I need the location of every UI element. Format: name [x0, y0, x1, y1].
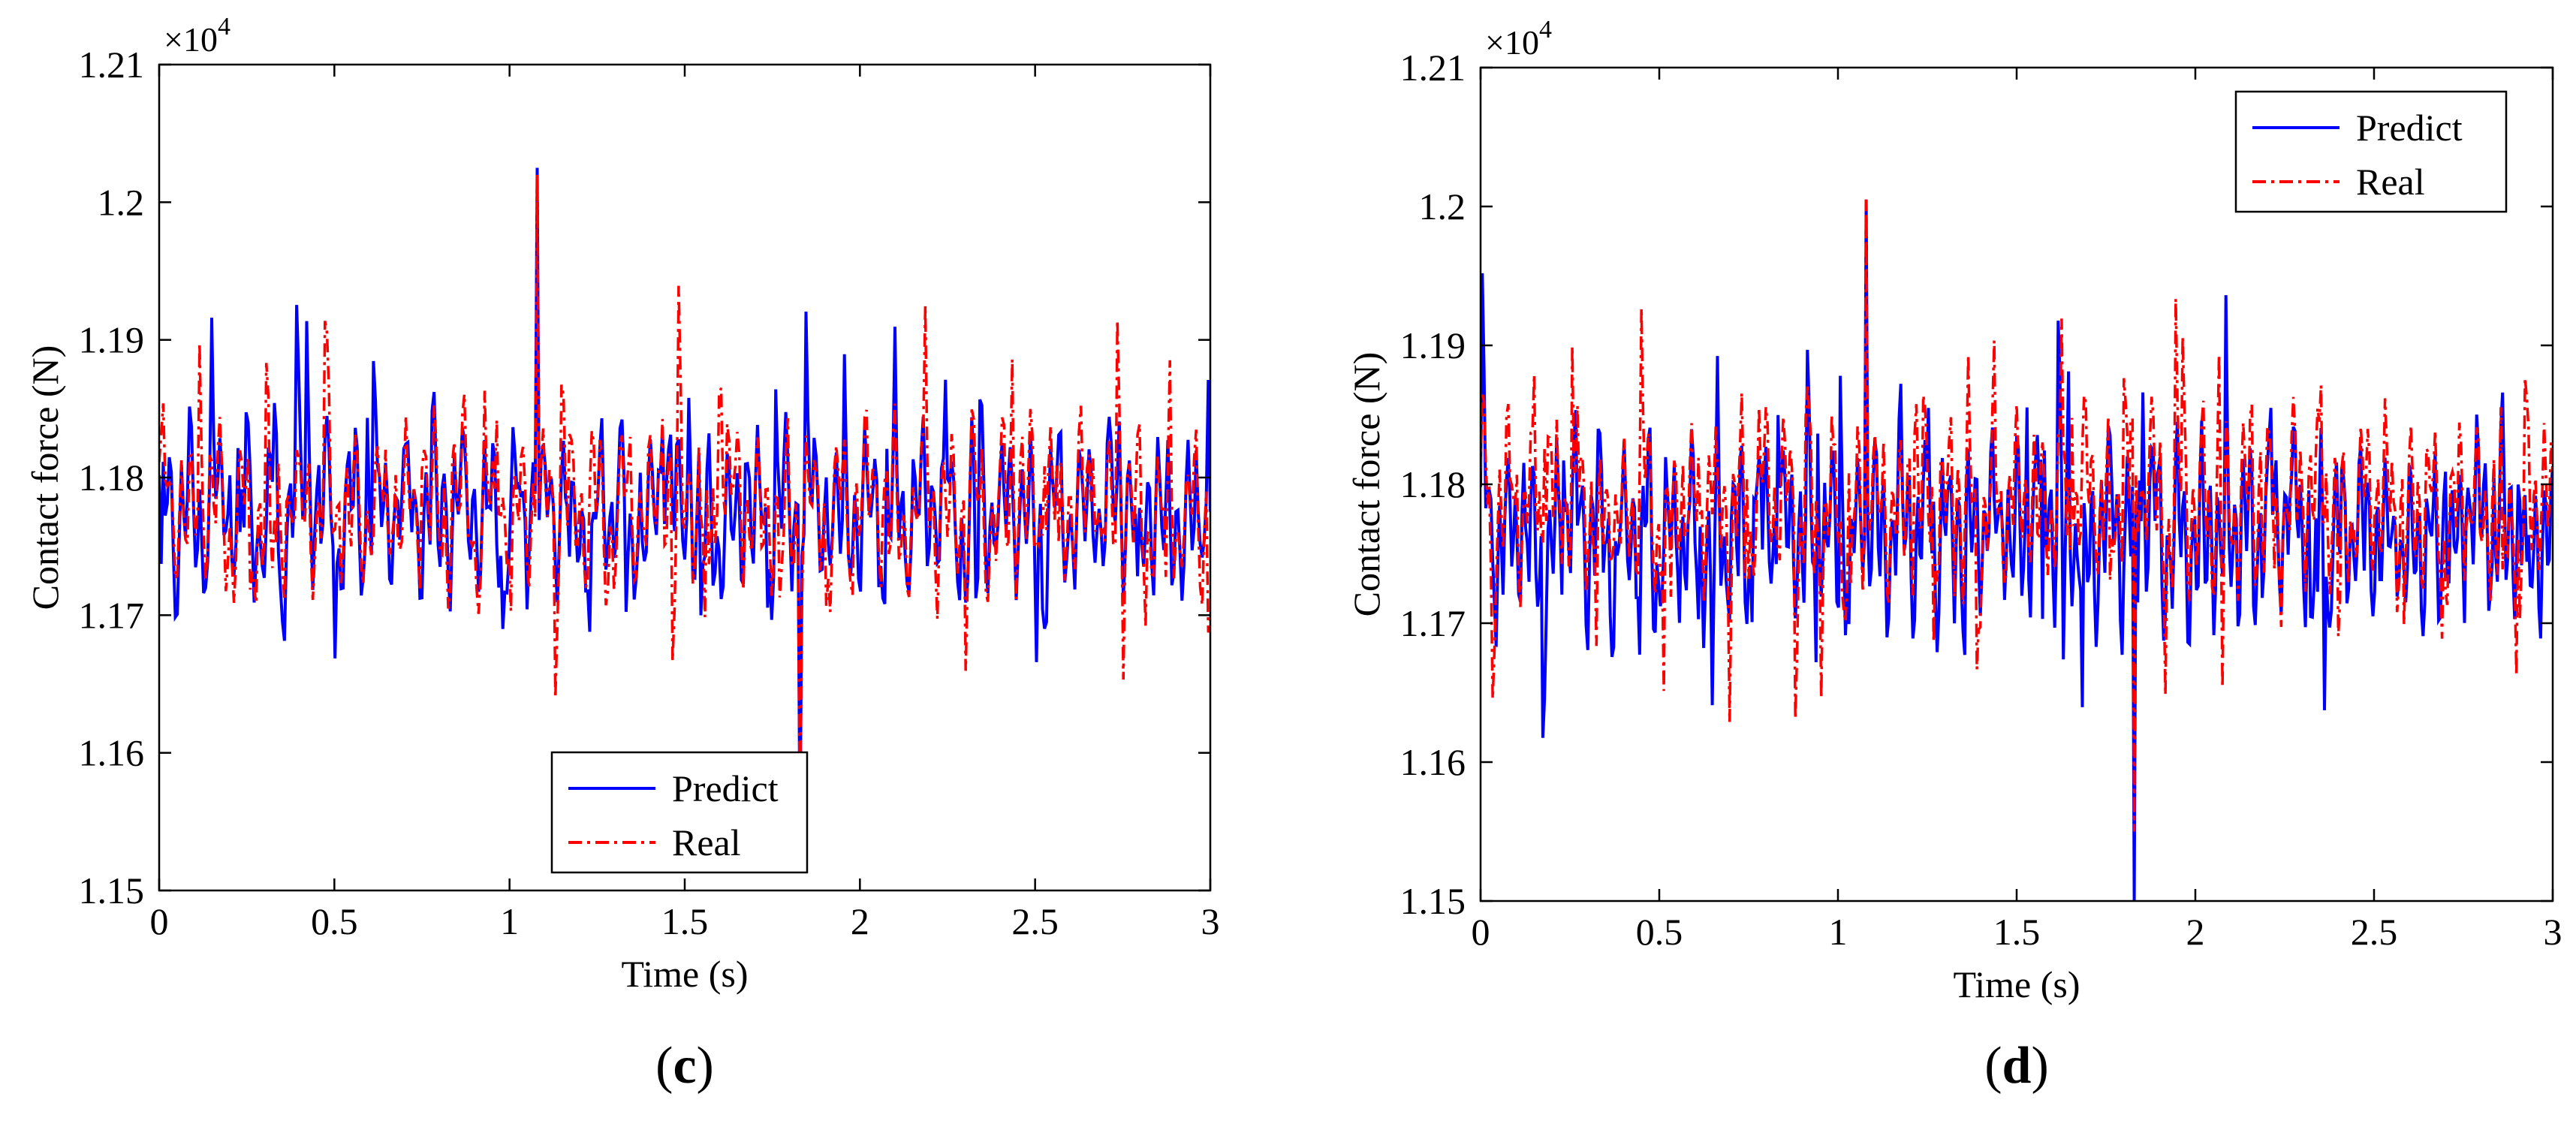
y-tick-label: 1.21 [1400, 47, 1466, 89]
y-tick-label: 1.16 [1400, 741, 1466, 783]
y-tick-label: 1.2 [98, 181, 145, 223]
legend-label-real: Real [2356, 161, 2425, 203]
x-tick-label: 1 [1829, 911, 1848, 953]
x-axis-title: Time (s) [1953, 963, 2080, 1005]
legend-box [550, 751, 809, 874]
legend-label-real: Real [672, 821, 741, 863]
y-tick-label: 1.17 [79, 594, 145, 636]
series-line-predict [159, 167, 1210, 842]
panel-label: (c) [655, 1037, 714, 1095]
y-tick-label: 1.17 [1400, 602, 1466, 644]
x-axis-title: Time (s) [621, 953, 748, 995]
y-tick-label: 1.19 [1400, 324, 1466, 366]
y-tick-label: 1.15 [79, 869, 145, 912]
x-tick-label: 2 [851, 900, 869, 942]
y-tick-label: 1.21 [79, 44, 145, 86]
panel-label: (d) [1984, 1037, 2049, 1095]
y-axis-title: Contact force (N) [24, 345, 66, 610]
legend-box [2234, 90, 2508, 213]
x-tick-label: 0 [150, 900, 169, 942]
x-tick-label: 0.5 [1636, 911, 1683, 953]
series-line-real [159, 174, 1210, 829]
y-exponent-label: ×104 [164, 13, 230, 59]
series-line-predict [1481, 199, 2553, 901]
x-tick-label: 1.5 [1993, 911, 2041, 953]
x-tick-label: 3 [2544, 911, 2562, 953]
x-tick-label: 3 [1201, 900, 1220, 942]
legend-label-predict: Predict [672, 767, 779, 809]
x-tick-label: 1 [500, 900, 519, 942]
legend: Predict Real [550, 751, 809, 874]
y-tick-label: 1.2 [1419, 185, 1466, 228]
legend-label-predict: Predict [2356, 107, 2463, 149]
y-exponent-label: ×104 [1485, 16, 1552, 62]
y-tick-label: 1.16 [79, 732, 145, 774]
chart-panel-c: 0 0.5 1 1.5 2 2.5 3 1.15 1.16 1.17 1.18 1.19 1.2 1.21… [24, 13, 1220, 1095]
x-tick-label: 0.5 [311, 900, 358, 942]
y-axis-title: Contact force (N) [1345, 352, 1387, 617]
x-tick-label: 0 [1472, 911, 1490, 953]
x-tick-label: 1.5 [661, 900, 709, 942]
y-tick-label: 1.18 [79, 457, 145, 499]
y-tick-label: 1.19 [79, 319, 145, 361]
x-tick-label: 2 [2186, 911, 2205, 953]
x-tick-label: 2.5 [2351, 911, 2398, 953]
chart-panel-d: 0 0.5 1 1.5 2 2.5 3 1.15 1.16 1.17 1.18 1.19 1.2 1.21… [1345, 16, 2562, 1095]
x-tick-label: 2.5 [1011, 900, 1059, 942]
y-tick-label: 1.18 [1400, 463, 1466, 505]
y-tick-label: 1.15 [1400, 880, 1466, 922]
legend: Predict Real [2234, 90, 2508, 213]
